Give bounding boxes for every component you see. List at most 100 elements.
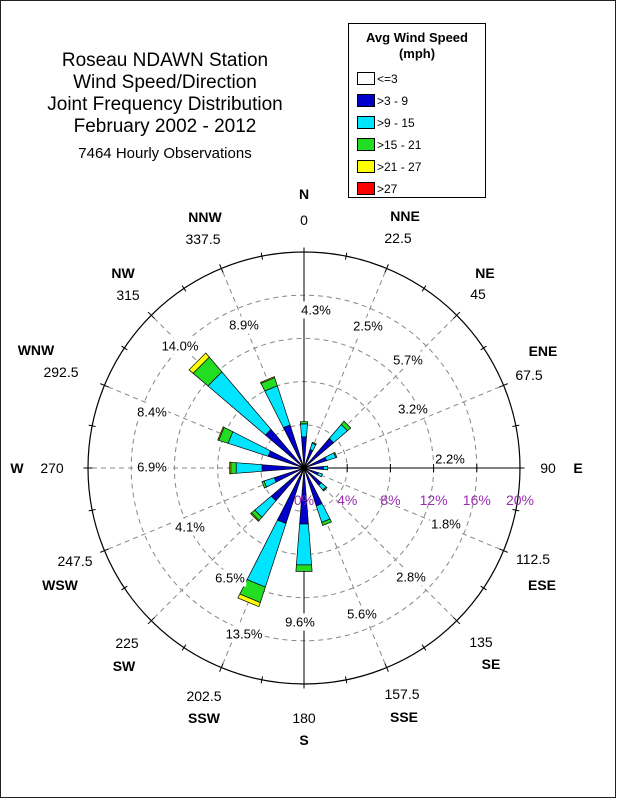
percent-label-bg <box>160 337 200 355</box>
radial-tick-label: 16% <box>463 492 491 508</box>
direction-label-sse: SSE <box>390 709 418 725</box>
title-line-3: Joint Frequency Distribution <box>47 94 283 115</box>
degree-label-s: 180 <box>292 710 316 726</box>
outer-tick <box>512 424 520 428</box>
radial-tick-label: 20% <box>506 492 534 508</box>
rose-bar-s-2 <box>296 523 312 566</box>
legend-swatch <box>357 94 375 108</box>
rose-bar-n-1 <box>301 436 307 466</box>
degree-label-nw: 315 <box>116 287 140 303</box>
outer-tick <box>499 383 508 388</box>
legend-label: >9 - 15 <box>377 115 415 130</box>
direction-label-wsw: WSW <box>42 577 79 593</box>
percent-label-bg <box>300 301 333 319</box>
outer-tick <box>384 663 389 672</box>
direction-label-ne: NE <box>475 265 494 281</box>
percent-label-s: 9.6% <box>285 615 315 630</box>
subtitle: 7464 Hourly Observations <box>78 145 252 162</box>
legend-label: >3 - 9 <box>377 93 409 108</box>
degree-label-ssw: 202.5 <box>186 688 221 704</box>
rose-bar-ssw-2 <box>246 519 287 588</box>
degree-label-sw: 225 <box>115 635 139 651</box>
degree-label-e: 90 <box>540 460 556 476</box>
legend-item-21-27: >21 - 27 <box>357 159 421 174</box>
outer-tick <box>480 345 487 351</box>
percent-label-ene: 3.2% <box>398 402 428 417</box>
percent-label-se: 2.8% <box>396 570 426 585</box>
rose-bar-sw-4 <box>250 512 260 522</box>
outer-tick <box>219 663 224 672</box>
rose-bar-nnw-2 <box>264 385 291 429</box>
grid-spoke <box>303 467 504 552</box>
title-line-1: Roseau NDAWN Station <box>61 50 269 71</box>
radial-tick-label: 12% <box>420 492 448 508</box>
degree-label-sse: 157.5 <box>384 686 419 702</box>
percent-label-nnw: 8.9% <box>229 318 259 333</box>
direction-label-nne: NNE <box>390 208 420 224</box>
degree-label-nne: 22.5 <box>384 230 411 246</box>
outer-tick <box>147 311 155 319</box>
direction-label-e: E <box>573 460 582 476</box>
rose-bar-ene-3 <box>333 451 338 459</box>
percent-label-bg <box>174 518 207 536</box>
rose-bar-ne-3 <box>340 420 352 432</box>
rose-bar-wsw-3 <box>261 480 267 489</box>
rose-bar-sse-3 <box>321 518 332 526</box>
percent-label-n: 4.3% <box>301 303 331 318</box>
legend-swatch <box>357 160 375 174</box>
degree-label-wnw: 292.5 <box>43 364 78 380</box>
percent-label-sw: 6.5% <box>215 571 245 586</box>
direction-label-sw: SW <box>113 658 136 674</box>
legend-item-15-21: >15 - 21 <box>357 137 422 152</box>
percent-label-bg <box>284 613 317 631</box>
degree-label-ese: 112.5 <box>516 551 550 567</box>
outer-tick <box>147 617 155 625</box>
outer-tick <box>88 424 96 428</box>
degree-label-se: 135 <box>469 634 493 650</box>
percent-label-e: 2.2% <box>435 452 465 467</box>
outer-tick <box>480 585 487 591</box>
degree-label-ne: 45 <box>470 286 486 302</box>
percent-label-bg <box>395 568 428 586</box>
grid-spoke <box>303 268 388 469</box>
legend-item-9-15: >9 - 15 <box>357 115 415 130</box>
percent-label-bg <box>392 351 425 369</box>
outer-tick <box>260 676 264 684</box>
legend-swatch <box>357 116 375 130</box>
rose-bar-wnw-2 <box>227 431 271 457</box>
legend-label: <=3 <box>377 71 398 86</box>
percent-label-bg <box>430 515 463 533</box>
rose-bar-w-3 <box>230 461 237 475</box>
degree-label-ene: 67.5 <box>515 367 542 383</box>
percent-label-bg <box>434 450 467 468</box>
title-block: Roseau NDAWN Station Wind Speed/Directio… <box>30 50 300 164</box>
percent-label-bg <box>346 605 379 623</box>
percent-label-bg <box>352 317 385 335</box>
direction-label-nw: NW <box>111 265 135 281</box>
degree-label-nnw: 337.5 <box>185 231 220 247</box>
legend-title-line-2: (mph) <box>398 46 436 61</box>
legend: Avg Wind Speed (mph) <=3 >3 - 9 >9 - 15 … <box>348 23 486 198</box>
percent-label-ne: 5.7% <box>393 353 423 368</box>
direction-label-wnw: WNW <box>18 342 55 358</box>
percent-label-wsw: 4.1% <box>175 520 205 535</box>
percent-label-bg <box>228 316 261 334</box>
percent-label-ssw: 13.5% <box>226 627 263 642</box>
outer-tick <box>421 644 427 651</box>
legend-label: >15 - 21 <box>377 137 422 152</box>
rose-bar-nw-2 <box>207 371 272 436</box>
rose-bar-n-3 <box>300 421 308 425</box>
outer-tick <box>88 508 96 512</box>
title-line-2: Wind Speed/Direction <box>73 72 257 93</box>
direction-label-s: S <box>299 732 308 748</box>
radial-tick-label: 4% <box>337 492 357 508</box>
direction-label-w: W <box>10 460 24 476</box>
rose-bar-e-2 <box>323 465 329 471</box>
direction-label-ese: ESE <box>528 577 556 593</box>
rose-bar-nne-3 <box>311 441 317 446</box>
outer-tick <box>100 383 109 388</box>
grid-spoke <box>303 467 458 622</box>
percent-label-nne: 2.5% <box>353 319 383 334</box>
